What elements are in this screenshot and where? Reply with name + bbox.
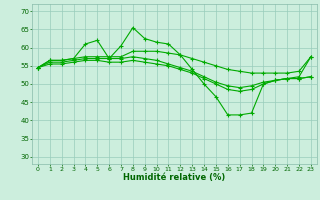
X-axis label: Humidité relative (%): Humidité relative (%) <box>123 173 226 182</box>
